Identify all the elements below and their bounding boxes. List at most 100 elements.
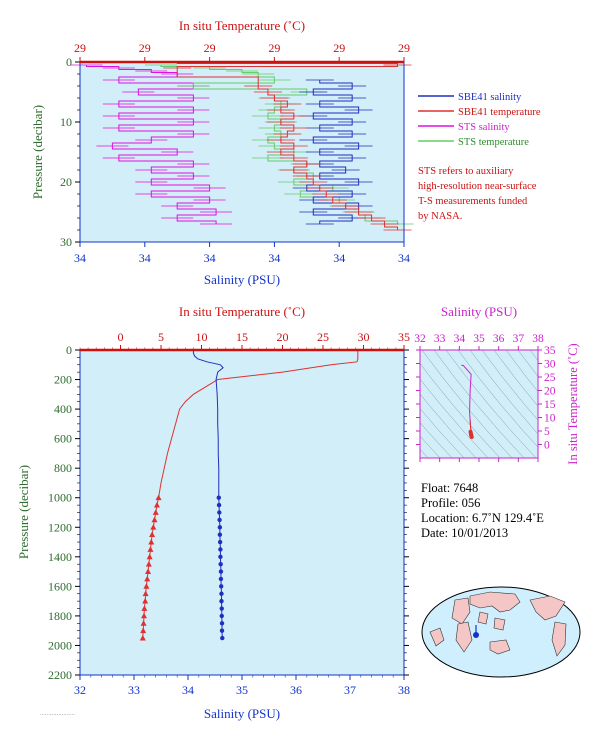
density-contour	[420, 435, 441, 458]
full-profile-top-tick-label: 35	[398, 330, 410, 344]
temperature-marker	[146, 553, 153, 560]
ts-diagram-right-axis-label: In situ Temperature (˚C)	[566, 343, 580, 464]
full-profile-y-tick-label: 1600	[48, 579, 72, 593]
salinity-marker	[216, 502, 222, 508]
temperature-marker	[152, 509, 159, 515]
density-contour	[517, 350, 538, 377]
ts-y-tick-label: 30	[544, 359, 556, 371]
ts-marker	[469, 434, 474, 439]
density-contour	[481, 350, 538, 421]
full-profile-y-tick-label: 800	[54, 461, 72, 475]
full-profile-top-tick-label: 5	[158, 330, 164, 344]
full-profile-y-tick-label: 2200	[48, 668, 72, 682]
sts-note-line-2: high-resolution near-surface	[418, 181, 537, 192]
salinity-marker	[218, 569, 224, 574]
near-surface-panel: 0 10 20 30 29 29 29 29 29 29 34 34 34 34 34 34 In situ …	[30, 18, 541, 287]
near-surface-y-tick-label: 20	[60, 175, 72, 189]
ts-x-tick-label: 33	[434, 333, 446, 345]
full-profile-y-tick-label: 600	[54, 432, 72, 446]
full-profile-bottom-tick-label: 33	[128, 683, 140, 697]
density-contour	[421, 350, 513, 458]
full-profile-bottom-tick-label: 36	[290, 683, 302, 697]
density-contour	[420, 363, 501, 458]
full-profile-y-tick-label: 400	[54, 402, 72, 416]
full-profile-y-tick-label: 1000	[48, 491, 72, 505]
near-surface-ticks: 0 10 20 30 29 29 29 29 29 29 34 34 34 34 34 34	[60, 41, 410, 265]
near-surface-top-tick-label: 29	[268, 41, 280, 55]
full-profile-series	[139, 350, 359, 641]
sts-note-line-1: STS refers to auxiliary	[418, 166, 514, 177]
temperature-marker	[142, 597, 149, 604]
full-profile-ticks: 0 200 400 600 800 1000 1200 1400 1600 1800 2000 220…	[48, 330, 410, 697]
near-surface-y-axis-label: Pressure (decibar)	[30, 105, 45, 199]
full-profile-y-tick-label: 1200	[48, 520, 72, 534]
salinity-marker	[219, 591, 224, 596]
full-profile-top-tick-label: 20	[277, 330, 289, 344]
float-position-marker	[473, 632, 479, 638]
salinity-marker	[218, 576, 224, 582]
sts-note-line-3: T-S measurements funded	[418, 196, 528, 207]
legend: SBE41 salinity SBE41 temperature STS sal…	[418, 92, 541, 148]
africa-landmass	[455, 621, 473, 653]
ts-diagram-plot-area	[420, 350, 538, 458]
full-profile-y-tick-label: 2000	[48, 638, 72, 652]
near-surface-top-tick-label: 29	[204, 41, 216, 55]
ts-diagram-top-axis-label: Salinity (PSU)	[441, 304, 517, 319]
series-sbe41-temperature	[176, 62, 399, 230]
density-contour	[420, 408, 465, 458]
ts-y-tick-label: 10	[544, 413, 556, 425]
density-contour	[420, 422, 453, 458]
north-america-landmass	[529, 595, 566, 621]
near-surface-y-tick-label: 10	[60, 115, 72, 129]
profile-date: Date: 10/01/2013	[421, 526, 508, 540]
near-surface-y-tick-label: 30	[60, 235, 72, 249]
ts-diagram-series	[461, 364, 474, 439]
salinity-marker	[217, 532, 223, 537]
density-contour	[493, 350, 538, 407]
full-profile-top-tick-label: 0	[118, 330, 124, 344]
temperature-marker	[144, 575, 151, 582]
near-surface-bottom-tick-label: 34	[268, 251, 280, 265]
ts-x-tick-label: 32	[414, 333, 426, 345]
temperature-marker	[155, 494, 162, 501]
sts-note-line-4: by NASA.	[418, 211, 462, 222]
full-profile-y-tick-label: 1800	[48, 609, 72, 623]
near-surface-top-tick-label: 29	[139, 41, 151, 55]
full-profile-bottom-tick-label: 34	[182, 683, 194, 697]
ts-x-tick-label: 38	[532, 333, 544, 345]
europe-africa-landmass	[451, 597, 471, 625]
temperature-marker	[143, 583, 150, 589]
ts-x-tick-label: 36	[493, 333, 505, 345]
salinity-marker	[219, 621, 225, 626]
temperature-marker	[151, 516, 158, 523]
full-profile-bottom-axis-label: Salinity (PSU)	[204, 706, 280, 721]
full-profile-bottom-tick-label: 38	[398, 683, 410, 697]
near-surface-top-tick-label: 29	[333, 41, 345, 55]
salinity-marker	[218, 547, 223, 552]
temperature-marker	[139, 634, 146, 641]
full-profile-bottom-tick-label: 37	[344, 683, 356, 697]
full-profile-top-tick-label: 30	[358, 330, 370, 344]
legend-label-sts-salinity: STS salinity	[458, 122, 510, 133]
full-profile-y-tick-label: 200	[54, 373, 72, 387]
footer-small-text: ·····················	[40, 713, 75, 718]
salinity-marker	[219, 584, 224, 589]
temperature-marker	[140, 620, 147, 626]
world-map	[421, 586, 581, 678]
near-surface-bottom-tick-label: 34	[74, 251, 86, 265]
salinity-marker	[217, 510, 222, 515]
temperature-marker	[140, 627, 147, 634]
full-profile-y-tick-label: 1400	[48, 550, 72, 564]
density-contour	[420, 378, 489, 458]
temperature-marker	[149, 531, 156, 538]
float-location: Location: 6.7˚N 129.4˚E	[421, 511, 544, 525]
salinity-marker	[219, 606, 224, 611]
asia-landmass	[469, 591, 521, 613]
near-surface-bottom-tick-label: 34	[139, 251, 151, 265]
float-id: Float: 7648	[421, 481, 478, 495]
ts-x-tick-label: 37	[513, 333, 525, 345]
temperature-marker	[145, 561, 152, 567]
ts-y-tick-label: 35	[544, 345, 556, 357]
